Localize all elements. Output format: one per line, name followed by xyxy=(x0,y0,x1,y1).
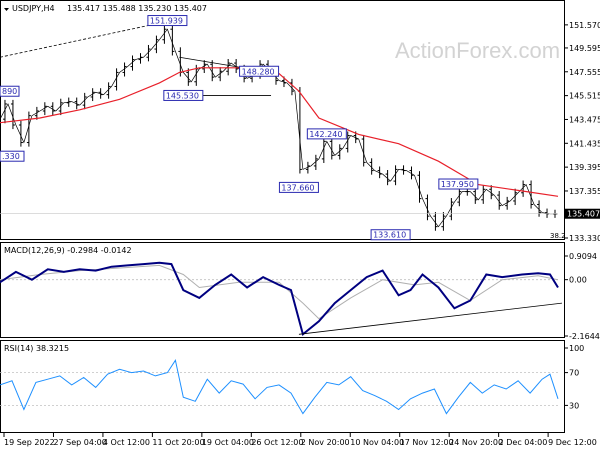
macd-label: MACD(12,26,9) -0.2984 -0.0142 xyxy=(4,246,132,255)
price-annotation: 151.939 xyxy=(150,17,183,26)
price-annotation: 133.610 xyxy=(373,231,406,240)
price-annotation: 142.240 xyxy=(309,130,342,139)
x-tick-label: 27 Sep 04:00 xyxy=(53,438,106,447)
price-tick-label: 133.330 xyxy=(569,234,600,243)
x-tick-label: 9 Dec 12:00 xyxy=(548,438,597,447)
x-tick-label: 11 Oct 20:00 xyxy=(152,438,204,447)
x-tick-label: 17 Nov 12:00 xyxy=(400,438,454,447)
price-annotation-box xyxy=(438,178,479,190)
x-tick-label: 19 Oct 04:00 xyxy=(202,438,254,447)
price-panel xyxy=(0,0,565,240)
price-annotation: 145.530 xyxy=(166,91,199,100)
macd-tick-label: -2.1644 xyxy=(569,332,600,341)
price-annotation-box xyxy=(0,150,25,162)
price-annotation-box xyxy=(0,85,20,97)
x-tick-label: 2 Dec 04:00 xyxy=(499,438,548,447)
price-annotation: 148.280 xyxy=(242,67,275,76)
macd-line xyxy=(0,261,559,337)
price-tick-label: 145.515 xyxy=(569,92,600,101)
macd-panel xyxy=(0,242,565,338)
price-tick-label: 139.395 xyxy=(569,163,600,172)
fib-label: 38.2 xyxy=(550,232,566,240)
macd-trendline xyxy=(298,302,563,335)
macd-tick-label: 0.9094 xyxy=(569,252,597,261)
price-annotation: 137.660 xyxy=(281,183,314,192)
current-price-label: 135.407 xyxy=(567,210,600,219)
price-annotation-box xyxy=(278,181,319,193)
price-tick-label: 141.435 xyxy=(569,139,600,148)
price-annotation: 890 xyxy=(2,87,17,96)
price-annotation: 137.950 xyxy=(441,180,474,189)
price-annotation-box xyxy=(306,128,347,140)
rsi-tick-label: 30 xyxy=(569,401,579,410)
price-annotation-box xyxy=(163,89,204,101)
price-tick-label: 151.570 xyxy=(569,21,600,30)
macd-tick-label: 0.00 xyxy=(569,276,587,285)
rsi-tick-label: 70 xyxy=(569,369,579,378)
ohlc-label: 135.417 135.488 135.230 135.407 xyxy=(67,4,207,13)
price-tick-label: 137.355 xyxy=(569,187,600,196)
watermark: ActionForex.com xyxy=(395,38,560,63)
x-tick-label: 19 Sep 2022 xyxy=(4,438,55,447)
rsi-panel xyxy=(0,340,565,433)
price-tick-label: 143.475 xyxy=(569,115,600,124)
x-tick-label: 4 Oct 12:00 xyxy=(103,438,150,447)
x-tick-label: 2 Nov 20:00 xyxy=(301,438,350,447)
rsi-label: RSI(14) 38.3215 xyxy=(4,344,69,353)
rsi-tick-label: 100 xyxy=(569,344,584,353)
x-tick-label: 26 Oct 12:00 xyxy=(251,438,303,447)
x-tick-label: 10 Nov 04:00 xyxy=(350,438,404,447)
price-annotation-box xyxy=(147,15,188,27)
dashed-trendline xyxy=(0,20,172,58)
rsi-line xyxy=(0,359,559,415)
price-annotation-box xyxy=(370,229,411,241)
price-line xyxy=(0,28,558,228)
symbol-label: USDJPY,H4 xyxy=(12,4,55,13)
current-price-box xyxy=(565,208,600,219)
price-tick-label: 149.595 xyxy=(569,44,600,53)
price-annotation: .330 xyxy=(2,152,20,161)
dropdown-arrow-icon[interactable] xyxy=(4,8,9,11)
price-tick-label: 147.555 xyxy=(569,68,600,77)
x-tick-label: 24 Nov 20:00 xyxy=(449,438,503,447)
price-annotation-box xyxy=(239,65,280,77)
